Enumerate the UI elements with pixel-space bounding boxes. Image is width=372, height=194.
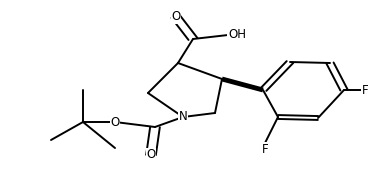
Text: O: O bbox=[171, 10, 181, 23]
Text: N: N bbox=[179, 111, 187, 124]
Text: O: O bbox=[146, 148, 155, 161]
Text: OH: OH bbox=[228, 29, 246, 42]
Text: O: O bbox=[110, 115, 120, 128]
Text: F: F bbox=[362, 83, 369, 96]
Text: F: F bbox=[262, 143, 268, 156]
